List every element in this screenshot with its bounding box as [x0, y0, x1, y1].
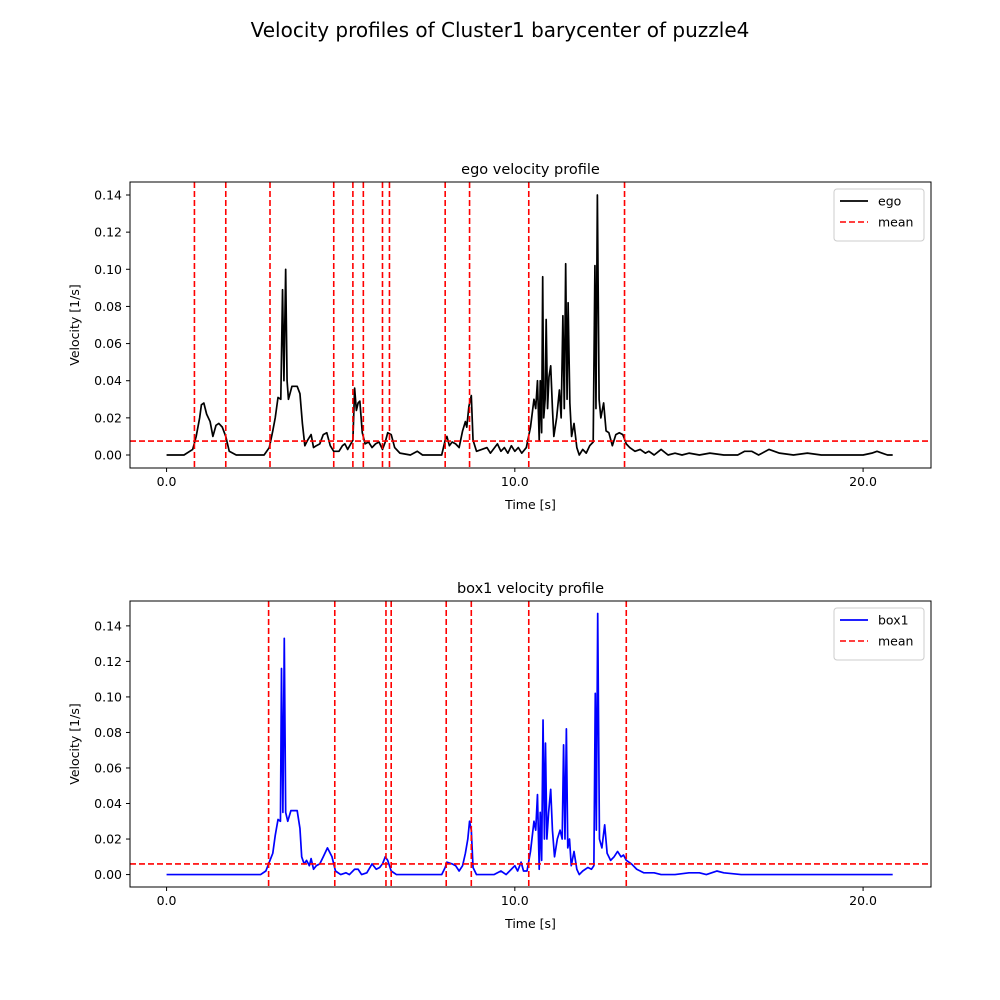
ego-legend: ego mean	[833, 188, 925, 242]
ego-y-tick-label-5: 0.10	[94, 262, 122, 277]
ego-x-tick-label-0: 0.0	[157, 474, 177, 489]
box1-x-tick-label-0: 0.0	[157, 893, 177, 908]
box1-legend-series-label: box1	[878, 613, 909, 628]
box1-x-tick-label-1: 10.0	[501, 893, 529, 908]
ego-legend-box	[833, 188, 925, 242]
box1-x-tick-label-2: 20.0	[849, 893, 877, 908]
ego-plot-area	[130, 182, 931, 468]
ego-x-tick-label-1: 10.0	[501, 474, 529, 489]
ego-y-tick-label-4: 0.08	[94, 299, 122, 314]
box1-y-tick-label-7: 0.14	[94, 618, 122, 633]
box1-plot-title: box1 velocity profile	[457, 581, 604, 597]
ego-y-tick-label-6: 0.12	[94, 225, 122, 240]
box1-y-tick-label-2: 0.04	[94, 796, 122, 811]
box1-velocity-plot: box1 velocity profile 0.0 10.0 20.0 0.00 0.02…	[67, 581, 932, 931]
box1-legend-box	[833, 607, 925, 661]
box1-y-axis-label: Velocity [1/s]	[67, 703, 82, 784]
ego-axes-frame	[129, 181, 932, 469]
box1-y-tick-label-4: 0.08	[94, 725, 122, 740]
ego-y-tick-label-7: 0.14	[94, 188, 122, 203]
box1-y-tick-label-0: 0.00	[94, 867, 122, 882]
ego-y-tick-label-0: 0.00	[94, 448, 122, 463]
ego-y-tick-label-2: 0.04	[94, 373, 122, 388]
ego-plot-title: ego velocity profile	[461, 162, 600, 178]
figure-title: Velocity profiles of Cluster1 barycenter…	[251, 18, 750, 42]
box1-y-tick-label-6: 0.12	[94, 654, 122, 669]
ego-x-axis-label: Time [s]	[504, 497, 556, 512]
box1-y-tick-label-1: 0.02	[94, 832, 122, 847]
box1-plot-area	[130, 601, 931, 887]
box1-axes-frame	[129, 600, 932, 888]
box1-legend: box1 mean	[833, 607, 925, 661]
ego-y-tick-label-1: 0.02	[94, 410, 122, 425]
ego-x-tick-label-2: 20.0	[849, 474, 877, 489]
box1-legend-mean-label: mean	[878, 634, 913, 649]
ego-legend-series-label: ego	[878, 194, 901, 209]
ego-y-tick-label-3: 0.06	[94, 336, 122, 351]
box1-y-tick-label-3: 0.06	[94, 760, 122, 775]
ego-y-axis-label: Velocity [1/s]	[67, 284, 82, 365]
box1-y-tick-label-5: 0.10	[94, 689, 122, 704]
ego-legend-mean-label: mean	[878, 215, 913, 230]
ego-velocity-plot: ego velocity profile 0.0 10.0 20.0 0.00 0.02 0…	[67, 162, 932, 512]
box1-velocity-line	[166, 612, 893, 876]
ego-velocity-line	[166, 194, 893, 456]
box1-x-axis-label: Time [s]	[504, 916, 556, 931]
